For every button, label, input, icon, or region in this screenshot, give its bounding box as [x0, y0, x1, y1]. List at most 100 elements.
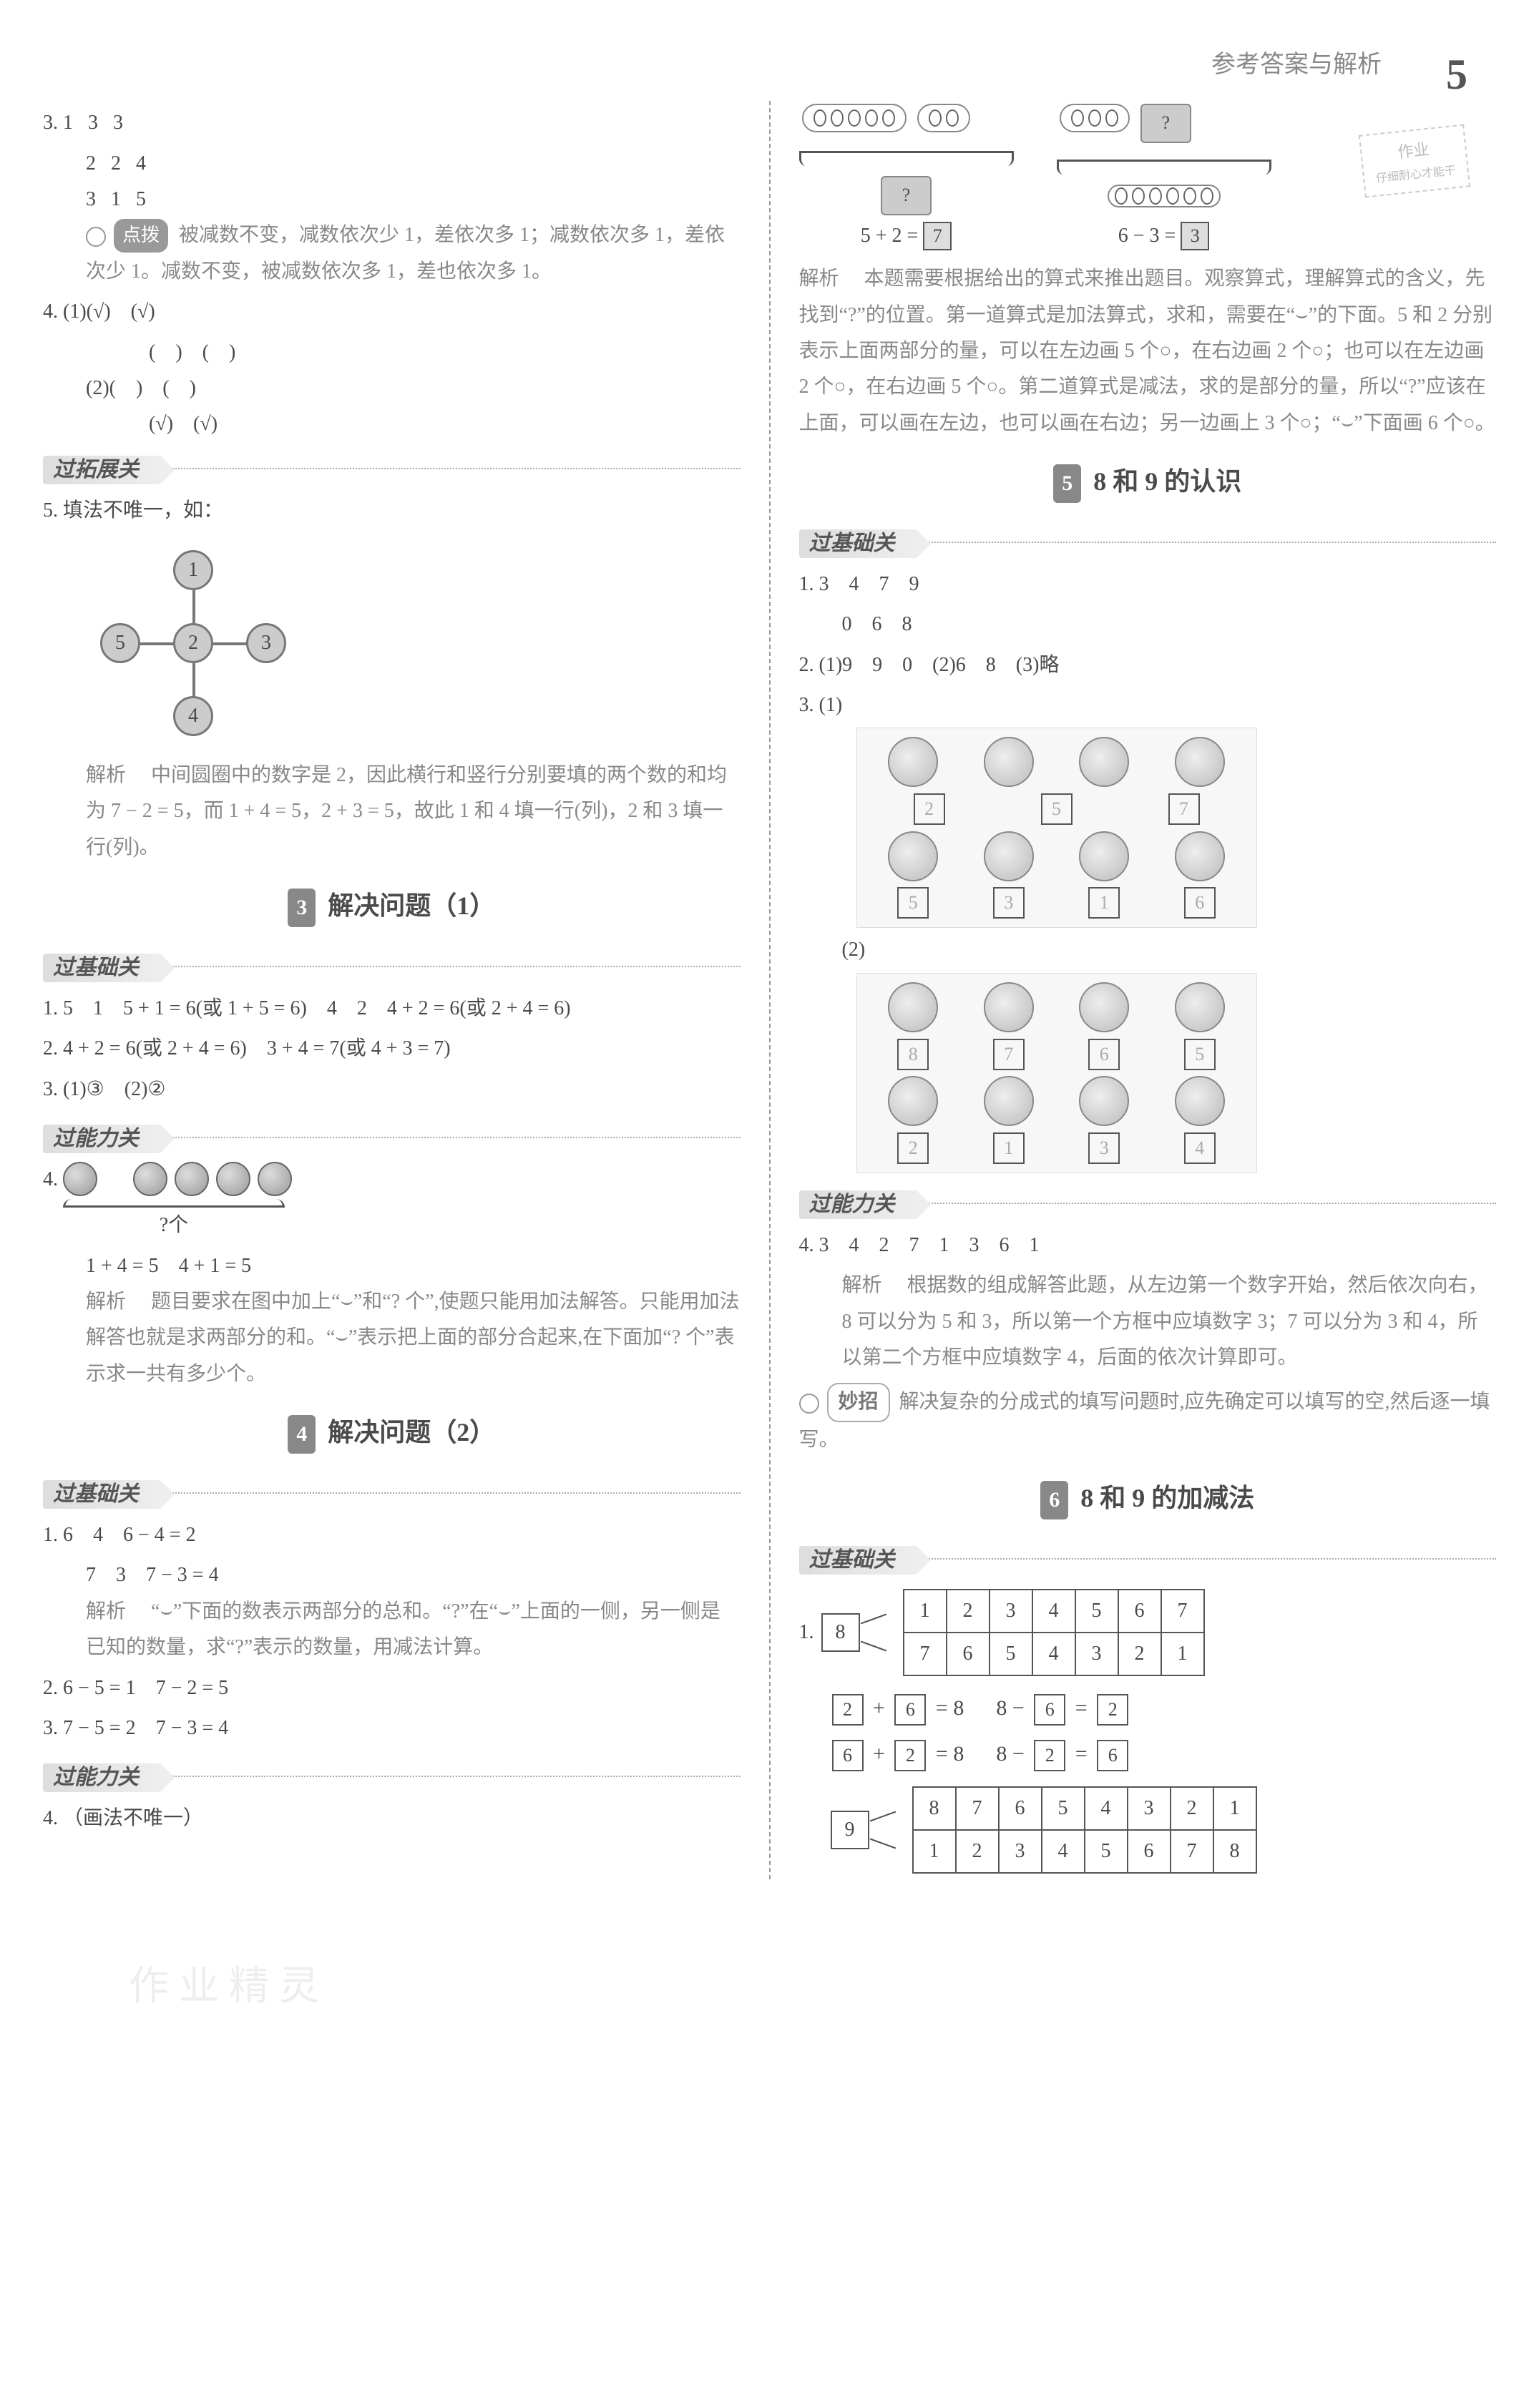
split-arrows-icon — [863, 1611, 889, 1654]
peach-icon — [63, 1162, 97, 1196]
animal-icon — [888, 737, 938, 787]
header-title: 参考答案与解析 — [1211, 52, 1382, 78]
section-badge: 4 — [288, 1415, 316, 1454]
q-num: 1. — [43, 1524, 58, 1546]
split-head: 8 — [821, 1613, 860, 1652]
animal-icon — [1175, 1076, 1225, 1126]
s3q4: 4. ?个 — [43, 1162, 741, 1243]
jiexi-label: 解析 — [799, 268, 839, 290]
tag-basic: 过基础关 — [43, 1480, 160, 1509]
fig-left: ? 5 + 2 = 7 — [799, 101, 1014, 254]
q-num: 1. — [43, 997, 58, 1019]
dotted-rule — [167, 462, 741, 469]
tag-basic: 过基础关 — [799, 1546, 917, 1575]
tag-expand: 过拓展关 — [43, 456, 160, 484]
q4: 4. (1)(√) (√) — [43, 294, 741, 330]
section-5-title: 5 8 和 9 的认识 — [799, 459, 1497, 505]
q-num: 5. — [43, 499, 58, 522]
animal-icon — [1079, 737, 1129, 787]
animal-icon — [1079, 982, 1129, 1032]
q5-jiexi: 解析 中间圆圈中的数字是 2，因此横行和竖行分别要填的两个数的和均为 7 − 2… — [43, 758, 741, 866]
qmark-label: ?个 — [63, 1208, 285, 1243]
split-arrows-icon — [872, 1809, 898, 1851]
animal-icon — [1175, 737, 1225, 787]
eq1: 5 + 2 = 7 — [799, 218, 1014, 254]
thumb-icon — [86, 227, 106, 247]
stamp-badge: 作业 仔细耐心才能干 — [1359, 124, 1470, 198]
animal-icon — [888, 831, 938, 881]
peach-icon — [216, 1162, 250, 1196]
s6-table9: 9 8 7 6 5 4 3 2 1 1 2 3 4 5 6 7 8 — [831, 1781, 1497, 1879]
peach-row — [63, 1162, 292, 1196]
split-table-9: 8 7 6 5 4 3 2 1 1 2 3 4 5 6 7 8 — [912, 1786, 1257, 1874]
node-left: 5 — [100, 623, 140, 663]
s6q1: 1. 8 1 2 3 4 5 6 7 7 6 5 4 3 2 1 — [799, 1583, 1497, 1682]
s5q3: 3. (1) — [799, 687, 1497, 723]
cross-diagram: 1 5 2 3 4 — [86, 536, 301, 750]
match-figure-2: 8 7 6 5 2 1 3 4 — [856, 973, 1257, 1173]
answer-box: 7 — [923, 222, 952, 250]
tag-ability: 过能力关 — [799, 1190, 917, 1219]
section-6-title: 6 8 和 9 的加减法 — [799, 1475, 1497, 1522]
section-3-title: 3 解决问题（1） — [43, 883, 741, 929]
peach-icon — [133, 1162, 167, 1196]
q-num: 4. — [43, 300, 58, 323]
fig-right: ? 6 − 3 = 3 — [1057, 101, 1271, 254]
tip-label: 妙招 — [827, 1383, 890, 1421]
brace-icon — [63, 1199, 285, 1208]
q-num: 2. — [43, 1677, 58, 1699]
q-num: 4. — [799, 1234, 814, 1256]
qmark-box: ? — [1140, 104, 1192, 143]
section-badge: 5 — [1053, 464, 1081, 503]
eq-row-2: 6 + 2 = 8 8 − 2 = 6 — [828, 1735, 1497, 1773]
animal-icon — [1079, 831, 1129, 881]
eq2: 6 − 3 = 3 — [1057, 218, 1271, 254]
watermark: 作业精灵 — [129, 1951, 1496, 2023]
brace-icon — [1057, 160, 1271, 170]
animal-icon — [984, 831, 1034, 881]
section-badge: 3 — [288, 889, 316, 927]
top-jiexi: 解析 本题需要根据给出的算式来推出题目。观察算式，理解算式的含义，先找到“?”的… — [799, 261, 1497, 441]
animal-icon — [984, 1076, 1034, 1126]
oval-group — [1108, 185, 1221, 207]
animal-icon — [888, 1076, 938, 1126]
node-bottom: 4 — [173, 696, 213, 736]
animal-icon — [1175, 831, 1225, 881]
tag-ability: 过能力关 — [43, 1125, 160, 1153]
peach-icon — [175, 1162, 209, 1196]
page-header: 参考答案与解析 5 — [43, 43, 1496, 87]
tag-basic: 过基础关 — [43, 954, 160, 982]
animal-icon — [984, 982, 1034, 1032]
animal-icon — [1079, 1076, 1129, 1126]
q-num: 1. — [799, 1615, 814, 1650]
oval-group — [1060, 104, 1130, 132]
eq-row-1: 2 + 6 = 8 8 − 6 = 2 — [828, 1689, 1497, 1728]
node-right: 3 — [246, 623, 286, 663]
answer-box: 3 — [1181, 222, 1209, 250]
q3: 3. 1 3 3 — [43, 105, 741, 141]
q5: 5. 填法不唯一，如： — [43, 493, 741, 529]
node-top: 1 — [173, 550, 213, 590]
dianbo-label: 点拨 — [114, 219, 168, 253]
q-num: 1. — [799, 573, 814, 595]
section-badge: 6 — [1040, 1481, 1068, 1519]
animal-icon — [984, 737, 1034, 787]
magnifier-icon — [799, 1394, 819, 1414]
tag-basic: 过基础关 — [799, 529, 917, 558]
animal-icon — [1175, 982, 1225, 1032]
peach-icon — [258, 1162, 292, 1196]
node-center: 2 — [173, 623, 213, 663]
tag-ability: 过能力关 — [43, 1763, 160, 1792]
two-column-layout: 3. 1 3 3 2 2 4 3 1 5 点拨 被减数不变，减数依次少 1，差依… — [43, 101, 1496, 1879]
section-4-title: 4 解决问题（2） — [43, 1409, 741, 1456]
tip-block: 妙招 解决复杂的分成式的填写问题时,应先确定可以填写的空,然后逐一填写。 — [799, 1383, 1497, 1458]
right-column: 作业 仔细耐心才能干 ? 5 + 2 = 7 ? — [799, 101, 1497, 1879]
q-num: 3. — [43, 1078, 58, 1100]
qmark-box: ? — [881, 176, 932, 215]
brace-icon — [799, 151, 1014, 161]
oval-group — [802, 104, 907, 132]
split-head: 9 — [831, 1811, 869, 1849]
q-num: 3. — [799, 694, 814, 716]
q-num: 3. — [43, 1717, 58, 1739]
jiexi-label: 解析 — [842, 1274, 882, 1296]
